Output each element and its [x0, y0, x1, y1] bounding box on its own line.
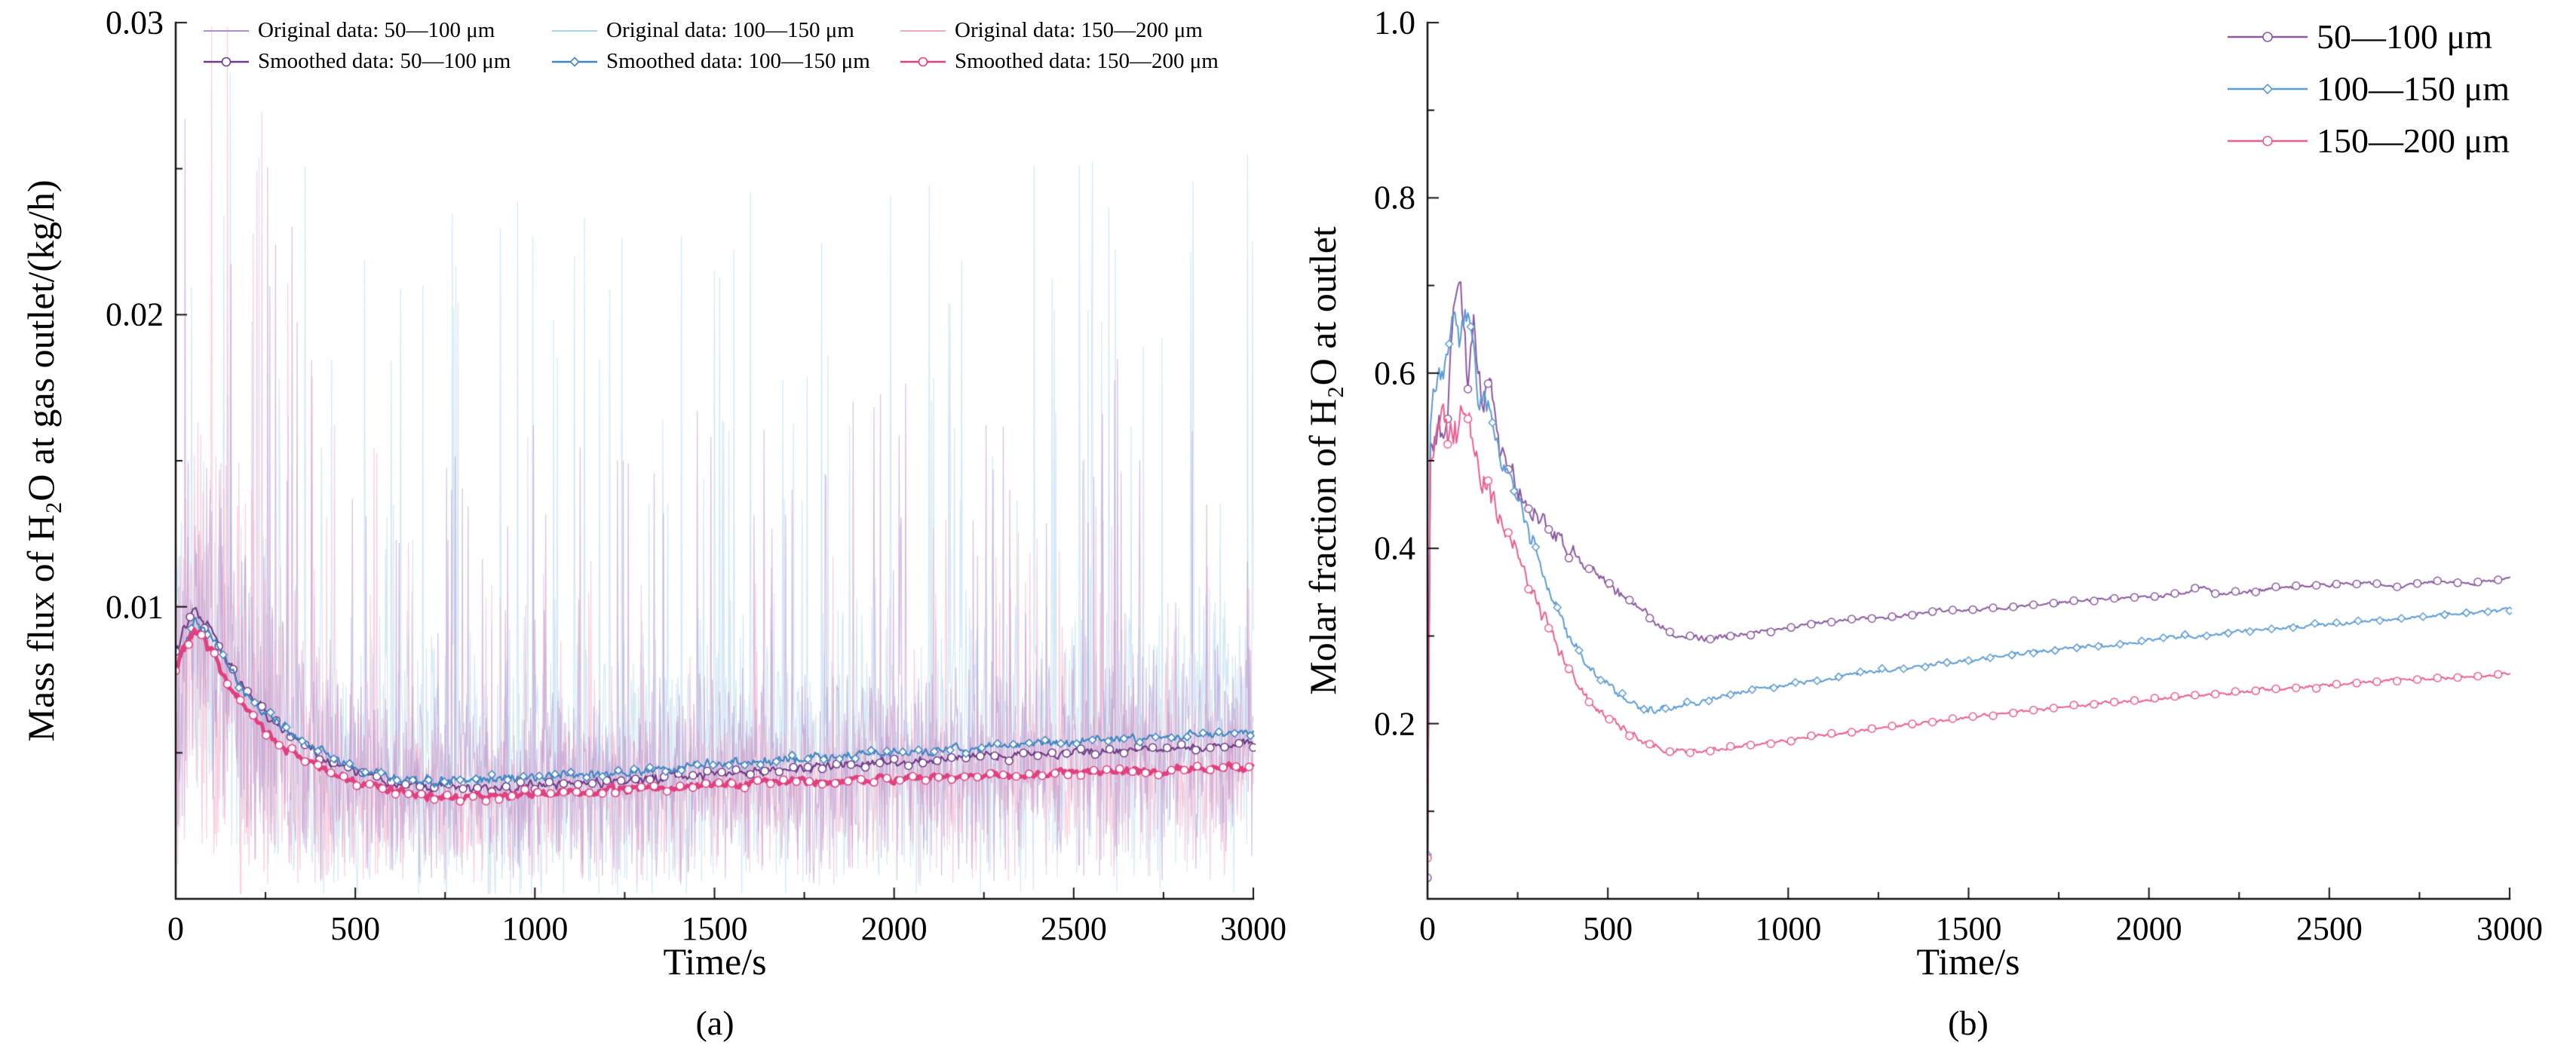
- legend-entry: Original data: 100—150 μm: [550, 18, 899, 43]
- panel-a-y-axis-title: Mass flux of H₂O at gas outlet/(kg/h): [20, 179, 62, 742]
- legend-entry: 100—150 μm: [2226, 69, 2510, 109]
- panel-a-legend: Original data: 50—100 μm Original data: 1…: [202, 18, 1247, 74]
- legend-label: Original data: 50—100 μm: [258, 18, 495, 42]
- legend-label: Original data: 150—200 μm: [955, 18, 1203, 42]
- legend-line-swatch: [2228, 135, 2308, 146]
- y-tick-label: 0.4: [1374, 529, 1415, 567]
- panel-a-x-axis-title: Time/s: [663, 940, 767, 983]
- legend-entry: 50—100 μm: [2226, 17, 2492, 57]
- legend-line-swatch: [900, 29, 946, 32]
- legend-entry: Smoothed data: 150—200 μm: [899, 49, 1247, 74]
- x-tick-label: 1500: [1935, 910, 2002, 947]
- panel-a-label: (a): [695, 1004, 734, 1042]
- x-tick-label: 1500: [681, 910, 748, 947]
- legend-entry: Original data: 50—100 μm: [202, 18, 550, 43]
- legend-entry: Original data: 150—200 μm: [899, 18, 1247, 43]
- legend-label: Smoothed data: 150—200 μm: [955, 49, 1219, 73]
- x-tick-label: 1000: [1755, 910, 1822, 947]
- x-tick-label: 2000: [860, 910, 928, 947]
- legend-entry: Smoothed data: 100—150 μm: [550, 49, 899, 74]
- y-tick-label: 0.03: [106, 4, 164, 41]
- legend-line-swatch: [2228, 83, 2308, 94]
- x-tick-label: 2500: [1040, 910, 1107, 947]
- legend-label: 100—150 μm: [2317, 69, 2510, 108]
- legend-line-swatch: [204, 57, 249, 66]
- x-tick-label: 500: [330, 910, 381, 947]
- legend-label: 150—200 μm: [2317, 121, 2510, 160]
- panel-b-legend: 50—100 μm 100—150 μm 150—200 μm: [2226, 17, 2510, 161]
- panel-b-y-axis-title: Molar fraction of H₂O at outlet: [1302, 226, 1344, 695]
- y-tick-label: 0.8: [1374, 179, 1415, 216]
- panel-b-label: (b): [1948, 1004, 1989, 1042]
- legend-label: Original data: 100—150 μm: [606, 18, 854, 42]
- legend-line-swatch: [900, 57, 946, 66]
- legend-entry: 150—200 μm: [2226, 121, 2510, 161]
- legend-line-swatch: [552, 29, 597, 32]
- legend-label: Smoothed data: 100—150 μm: [606, 49, 870, 73]
- legend-label: Smoothed data: 50—100 μm: [258, 49, 511, 73]
- x-tick-label: 1000: [501, 910, 569, 947]
- x-tick-label: 3000: [1220, 910, 1286, 947]
- y-tick-label: 0.02: [106, 296, 164, 333]
- y-tick-label: 1.0: [1374, 4, 1415, 41]
- panel-b-x-axis-title: Time/s: [1916, 940, 2020, 983]
- x-tick-label: 3000: [2476, 910, 2543, 947]
- x-tick-label: 500: [1583, 910, 1633, 947]
- legend-entry: Smoothed data: 50—100 μm: [202, 49, 550, 74]
- x-tick-label: 0: [167, 910, 184, 947]
- legend-line-swatch: [2228, 31, 2308, 42]
- y-tick-label: 0.6: [1374, 354, 1415, 392]
- x-tick-label: 2500: [2295, 910, 2363, 947]
- legend-line-swatch: [552, 56, 597, 67]
- legend-line-swatch: [204, 29, 249, 32]
- y-tick-label: 0.2: [1374, 705, 1415, 743]
- x-tick-label: 2000: [2115, 910, 2182, 947]
- legend-label: 50—100 μm: [2317, 17, 2492, 56]
- x-tick-label: 0: [1419, 910, 1436, 947]
- y-tick-label: 0.01: [106, 588, 164, 626]
